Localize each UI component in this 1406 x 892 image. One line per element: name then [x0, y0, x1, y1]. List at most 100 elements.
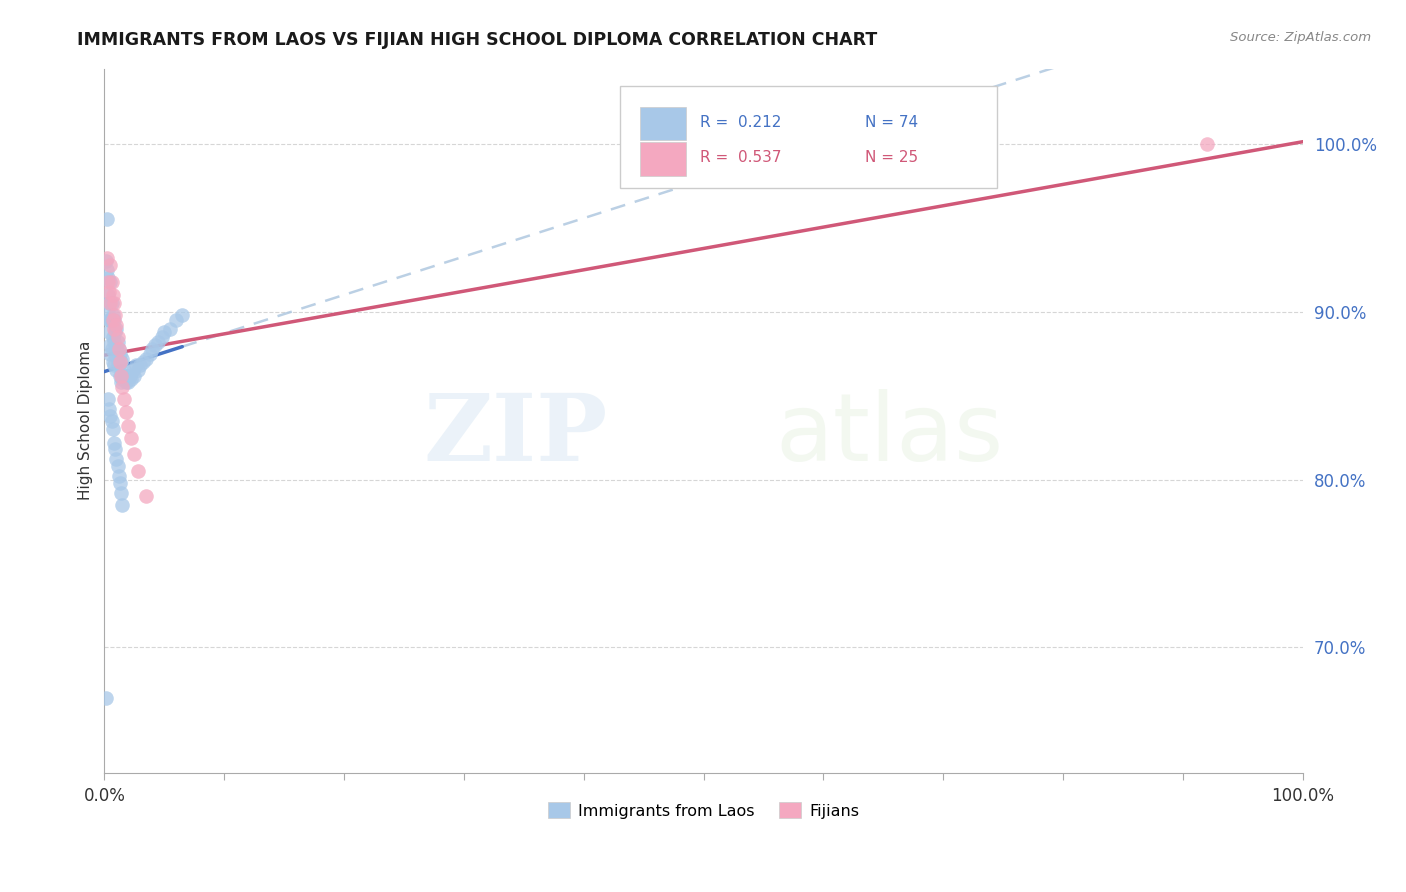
Text: N = 74: N = 74 — [866, 115, 918, 130]
Point — [103, 313, 125, 327]
Point — [107, 469, 129, 483]
Legend: Immigrants from Laos, Fijians: Immigrants from Laos, Fijians — [541, 796, 866, 825]
Point — [103, 359, 125, 373]
Bar — [640, 142, 686, 176]
Point — [115, 375, 138, 389]
Point — [107, 330, 129, 344]
Text: IMMIGRANTS FROM LAOS VS FIJIAN HIGH SCHOOL DIPLOMA CORRELATION CHART: IMMIGRANTS FROM LAOS VS FIJIAN HIGH SCHO… — [77, 31, 877, 49]
Point — [98, 325, 121, 339]
Point — [165, 313, 187, 327]
Point — [110, 486, 132, 500]
Point — [111, 351, 134, 366]
Point — [122, 363, 145, 377]
Point — [98, 285, 121, 299]
Point — [105, 342, 128, 356]
Point — [96, 212, 118, 227]
Text: Source: ZipAtlas.com: Source: ZipAtlas.com — [1230, 31, 1371, 45]
Point — [124, 359, 146, 373]
Point — [96, 251, 118, 265]
Point — [104, 442, 127, 457]
Point — [100, 296, 122, 310]
Point — [124, 447, 146, 461]
Point — [98, 313, 121, 327]
Point — [118, 368, 141, 383]
Bar — [640, 106, 686, 140]
Text: ZIP: ZIP — [423, 390, 607, 480]
Point — [101, 313, 124, 327]
Point — [101, 355, 124, 369]
Point — [100, 313, 122, 327]
Point — [100, 342, 122, 356]
Point — [120, 372, 142, 386]
Point — [101, 288, 124, 302]
Point — [107, 342, 129, 356]
Point — [110, 355, 132, 369]
Point — [159, 321, 181, 335]
Point — [98, 296, 121, 310]
Point — [100, 258, 122, 272]
Point — [103, 321, 125, 335]
Point — [105, 363, 128, 377]
Point — [120, 431, 142, 445]
Point — [97, 271, 120, 285]
Point — [97, 305, 120, 319]
Point — [115, 368, 138, 383]
Point — [107, 334, 129, 349]
Point — [100, 414, 122, 428]
Point — [129, 359, 152, 373]
Point — [150, 330, 173, 344]
Point — [101, 422, 124, 436]
Point — [115, 405, 138, 419]
Point — [94, 690, 117, 705]
Point — [103, 296, 125, 310]
Point — [112, 363, 135, 377]
Point — [139, 347, 162, 361]
Point — [108, 368, 131, 383]
Point — [148, 334, 170, 349]
Point — [110, 375, 132, 389]
Point — [172, 308, 194, 322]
Point — [98, 402, 121, 417]
Point — [127, 363, 149, 377]
Point — [143, 338, 166, 352]
Text: R =  0.537: R = 0.537 — [700, 151, 782, 166]
Point — [114, 368, 136, 383]
Point — [132, 355, 155, 369]
Point — [97, 288, 120, 302]
Point — [104, 325, 127, 339]
Point — [111, 372, 134, 386]
Point — [101, 330, 124, 344]
Point — [103, 334, 125, 349]
Text: R =  0.212: R = 0.212 — [700, 115, 782, 130]
Point — [97, 275, 120, 289]
Point — [105, 318, 128, 333]
Point — [100, 409, 122, 423]
Point — [117, 375, 139, 389]
Point — [105, 321, 128, 335]
Point — [100, 275, 122, 289]
Point — [96, 262, 118, 277]
Point — [110, 368, 132, 383]
Point — [153, 325, 176, 339]
Point — [100, 313, 122, 327]
Text: N = 25: N = 25 — [866, 151, 918, 166]
Point — [97, 392, 120, 406]
Point — [104, 308, 127, 322]
Point — [103, 435, 125, 450]
Point — [94, 254, 117, 268]
Point — [100, 275, 122, 289]
Point — [141, 342, 163, 356]
Point — [135, 489, 157, 503]
Point — [127, 464, 149, 478]
Point — [105, 452, 128, 467]
Point — [107, 459, 129, 474]
Point — [107, 355, 129, 369]
Point — [107, 342, 129, 356]
Point — [100, 296, 122, 310]
Point — [135, 351, 157, 366]
Point — [108, 355, 131, 369]
Point — [108, 475, 131, 490]
Point — [104, 347, 127, 361]
Point — [111, 380, 134, 394]
Point — [117, 418, 139, 433]
